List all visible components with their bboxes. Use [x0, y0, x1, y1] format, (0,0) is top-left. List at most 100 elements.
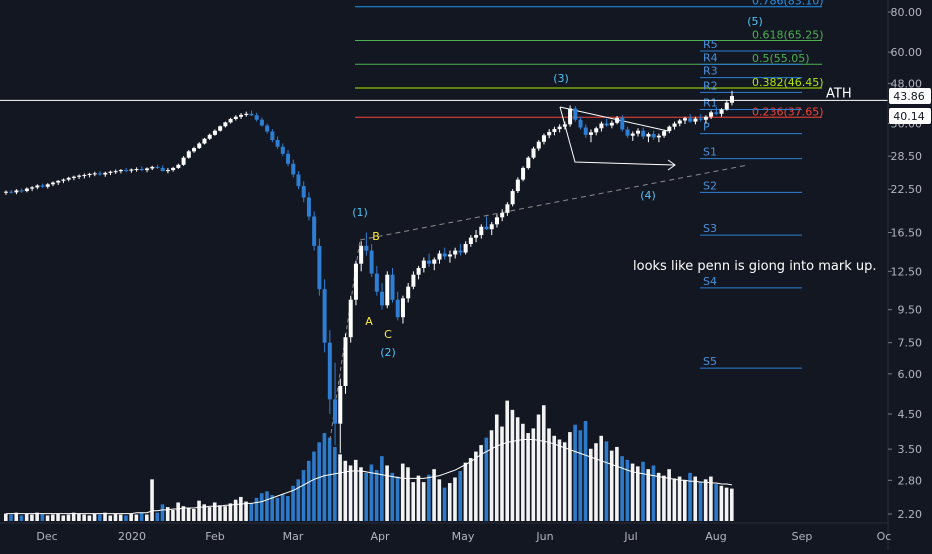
- candle-body: [343, 337, 348, 386]
- x-tick-label: Dec: [36, 530, 57, 543]
- candle-body: [474, 235, 479, 238]
- volume-bar: [176, 502, 180, 521]
- volume-bar: [348, 465, 353, 521]
- volume-bar: [192, 508, 196, 521]
- x-tick-label: Jul: [623, 530, 637, 543]
- volume-bar: [202, 504, 207, 521]
- candle-body: [406, 286, 411, 299]
- candle-body: [630, 133, 635, 136]
- candle-body: [515, 179, 520, 192]
- pivot-label: S5: [703, 355, 717, 368]
- correction-label: B: [372, 230, 380, 243]
- volume-bar: [568, 432, 572, 521]
- volume-ma-layer: [6, 439, 733, 515]
- pivot-label: R1: [703, 97, 718, 110]
- x-tick-label: Oc: [877, 530, 892, 543]
- volume-bar: [432, 469, 436, 521]
- volume-bar: [625, 459, 630, 521]
- volume-bar: [484, 437, 489, 521]
- ath-layer: ATH: [0, 86, 888, 101]
- volume-bar: [698, 482, 703, 521]
- volume-bar: [244, 501, 248, 521]
- candle-body: [286, 153, 291, 164]
- volume-bar: [186, 508, 191, 521]
- volume-bar: [98, 514, 102, 521]
- candle-body: [61, 179, 66, 181]
- volume-bar: [714, 483, 718, 521]
- candle-body: [667, 126, 672, 132]
- y-tick-label: 16.50: [891, 227, 923, 240]
- volume-bar: [682, 480, 687, 521]
- volume-bar: [688, 472, 692, 521]
- candle-body: [416, 268, 421, 275]
- volume-bar: [155, 512, 160, 521]
- candle-body: [291, 163, 296, 175]
- candle-body: [353, 263, 358, 300]
- candle-body: [129, 169, 134, 171]
- candle-body: [139, 169, 144, 171]
- volume-bar: [322, 433, 327, 521]
- candle-body: [709, 112, 714, 117]
- volume-bar: [66, 514, 71, 521]
- candle-body: [155, 166, 160, 168]
- candle-body: [505, 204, 510, 213]
- wave-label: (5): [747, 15, 763, 28]
- y-tick-label: 7.50: [898, 337, 923, 350]
- candle-body: [411, 274, 416, 287]
- candle-body: [468, 237, 473, 244]
- y-axis[interactable]: 80.0060.0048.0036.0028.5022.5016.5012.50…: [887, 0, 923, 550]
- annotation-text: looks like penn is giong into mark up.: [633, 259, 876, 274]
- volume-bar: [165, 507, 170, 521]
- y-tick-label: 9.50: [898, 304, 923, 317]
- volume-bar: [395, 476, 400, 521]
- volume-ma-line: [6, 439, 733, 515]
- x-axis[interactable]: Dec 2020 Feb Mar Apr May Jun Jul Aug Sep Oc: [0, 522, 892, 543]
- volume-bar: [562, 442, 567, 521]
- y-tick-label: 48.00: [891, 77, 923, 90]
- candle-body: [609, 122, 614, 126]
- candle-body: [714, 112, 719, 114]
- candle-body: [599, 123, 604, 129]
- candle-body: [385, 274, 390, 306]
- volume-bar: [500, 426, 504, 521]
- volume-bar: [51, 514, 55, 521]
- volume-bar: [588, 448, 593, 521]
- candle-body: [583, 127, 588, 135]
- volume-bar: [286, 496, 290, 521]
- y-tick-label: 28.50: [891, 150, 923, 163]
- pivot-label: S2: [703, 179, 717, 192]
- candle-body: [359, 245, 364, 264]
- candle-body: [521, 167, 526, 180]
- candle-body: [192, 148, 197, 152]
- candle-body: [536, 141, 541, 149]
- pivot-label: R2: [703, 79, 718, 92]
- volume-bar: [573, 424, 577, 521]
- volume-bar: [259, 493, 264, 521]
- candle-body: [562, 124, 567, 127]
- pivot-label: S4: [703, 275, 717, 288]
- volume-bar: [108, 515, 113, 521]
- candle-body: [447, 254, 452, 257]
- volume-bar: [447, 483, 452, 521]
- candle-body: [259, 119, 264, 126]
- volume-bar: [489, 430, 494, 521]
- candle-body: [71, 176, 76, 178]
- wave-label: (2): [380, 346, 396, 359]
- volume-bar: [150, 479, 154, 521]
- volume-bar: [594, 443, 598, 521]
- volume-bar: [9, 514, 13, 521]
- volume-bar: [82, 514, 86, 521]
- volume-bar: [171, 509, 175, 521]
- candle-body: [578, 119, 583, 128]
- wave-labels-layer: (1) (2) (3) (4) (5) A B C: [352, 15, 763, 359]
- candle-body: [437, 253, 442, 260]
- candle-body: [4, 191, 8, 193]
- x-tick-label: Apr: [370, 530, 390, 543]
- candle-body: [641, 130, 646, 137]
- volume-bar: [30, 514, 34, 521]
- candle-body: [98, 173, 103, 175]
- volume-bar: [468, 458, 473, 521]
- volume-bar: [677, 476, 682, 521]
- volume-bar: [505, 400, 510, 521]
- price-tag-box: [889, 88, 931, 104]
